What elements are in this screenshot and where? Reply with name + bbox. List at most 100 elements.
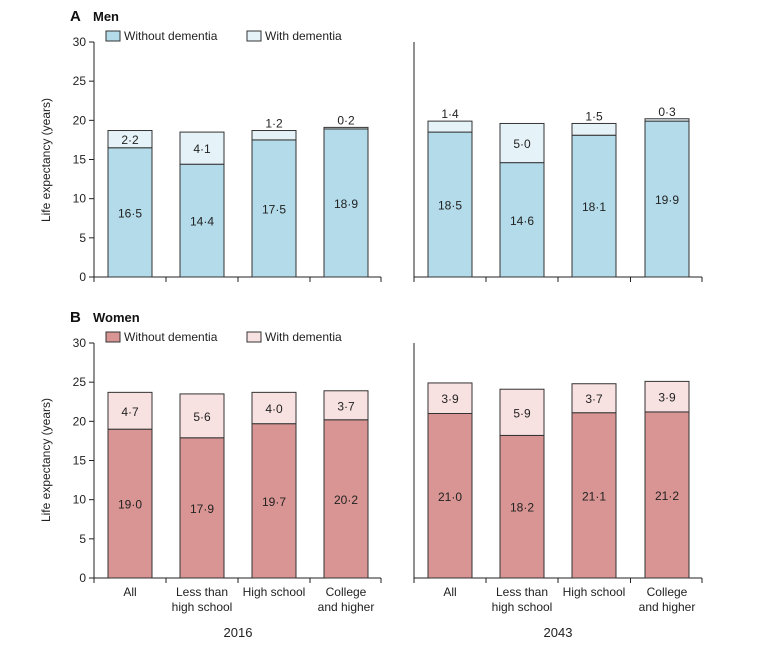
y-tick-label: 30 bbox=[73, 35, 87, 49]
bar-with-dementia bbox=[251, 391, 297, 425]
year-label-2043: 2043 bbox=[544, 625, 573, 640]
bar-without-dementia bbox=[427, 131, 473, 278]
data-label-with-dementia: 1·4 bbox=[441, 107, 459, 121]
category-label: High school bbox=[243, 585, 306, 599]
data-label-with-dementia: 5·6 bbox=[193, 410, 211, 424]
data-label-without-dementia: 19·0 bbox=[118, 498, 142, 512]
panel-a-title: Men bbox=[93, 9, 119, 24]
bar-with-dementia bbox=[644, 380, 690, 413]
y-axis-label-men: Life expectancy (years) bbox=[39, 98, 53, 222]
y-tick-label: 10 bbox=[73, 192, 87, 206]
legend-label-without-dementia: Without dementia bbox=[124, 330, 218, 344]
data-label-with-dementia: 3·7 bbox=[337, 399, 355, 413]
data-label-with-dementia: 3·9 bbox=[441, 392, 459, 406]
data-label-with-dementia: 0·2 bbox=[337, 113, 355, 127]
data-label-with-dementia: 4·0 bbox=[265, 402, 283, 416]
data-label-without-dementia: 21·1 bbox=[582, 489, 606, 503]
y-tick-label: 15 bbox=[73, 454, 87, 468]
bar-without-dementia bbox=[323, 128, 369, 278]
data-label-without-dementia: 21·0 bbox=[438, 490, 462, 504]
legend-swatch-without-dementia bbox=[105, 30, 121, 42]
data-label-without-dementia: 16·5 bbox=[118, 206, 142, 220]
bar-with-dementia bbox=[571, 122, 617, 136]
bar-without-dementia bbox=[427, 413, 473, 579]
category-label: College bbox=[647, 585, 688, 599]
data-label-with-dementia: 5·0 bbox=[513, 137, 531, 151]
y-tick-label: 0 bbox=[79, 571, 86, 585]
data-label-without-dementia: 17·9 bbox=[190, 502, 214, 516]
data-label-without-dementia: 18·9 bbox=[334, 197, 358, 211]
panel-a-letter: A bbox=[70, 8, 81, 25]
bar-without-dementia bbox=[179, 163, 225, 278]
bar-without-dementia bbox=[644, 411, 690, 579]
data-label-without-dementia: 19·7 bbox=[262, 495, 286, 509]
data-label-without-dementia: 18·5 bbox=[438, 199, 462, 213]
legend-swatch-with-dementia bbox=[246, 30, 262, 42]
panel-b-title: Women bbox=[93, 310, 140, 325]
bar-with-dementia bbox=[323, 390, 369, 421]
data-label-with-dementia: 4·7 bbox=[121, 405, 139, 419]
legend-label-without-dementia: Without dementia bbox=[124, 29, 218, 43]
data-label-with-dementia: 4·1 bbox=[193, 142, 211, 156]
bar-without-dementia bbox=[107, 428, 153, 579]
category-label: College bbox=[326, 585, 367, 599]
y-tick-label: 25 bbox=[73, 375, 87, 389]
data-label-with-dementia: 3·7 bbox=[585, 392, 603, 406]
bar-with-dementia bbox=[179, 393, 225, 439]
data-label-with-dementia: 2·2 bbox=[121, 133, 139, 147]
data-label-without-dementia: 18·1 bbox=[582, 200, 606, 214]
data-label-without-dementia: 17·5 bbox=[262, 202, 286, 216]
data-label-with-dementia: 0·3 bbox=[658, 105, 676, 119]
legend-swatch-without-dementia bbox=[105, 331, 121, 343]
category-label: and higher bbox=[318, 600, 375, 614]
data-label-without-dementia: 18·2 bbox=[510, 501, 534, 515]
panel-b-letter: B bbox=[70, 309, 81, 326]
legend-swatch-with-dementia bbox=[246, 331, 262, 343]
category-label: Less than bbox=[176, 585, 228, 599]
bar-with-dementia bbox=[107, 391, 153, 430]
data-label-with-dementia: 5·9 bbox=[513, 406, 531, 420]
bar-with-dementia bbox=[427, 120, 473, 133]
bar-with-dementia bbox=[323, 126, 369, 130]
bar-with-dementia bbox=[644, 118, 690, 122]
y-tick-label: 5 bbox=[79, 231, 86, 245]
category-label: All bbox=[443, 585, 456, 599]
bar-without-dementia bbox=[499, 434, 545, 579]
y-tick-label: 0 bbox=[79, 270, 86, 284]
bar-with-dementia bbox=[571, 383, 617, 414]
data-label-without-dementia: 20·2 bbox=[334, 493, 358, 507]
bar-without-dementia bbox=[323, 419, 369, 579]
bar-without-dementia bbox=[571, 412, 617, 579]
y-tick-label: 10 bbox=[73, 493, 87, 507]
bar-without-dementia bbox=[571, 134, 617, 278]
category-label: high school bbox=[172, 600, 233, 614]
bar-without-dementia bbox=[179, 437, 225, 579]
plot-area: 0 5 10 15 20 25 30 16·5 2·2 14·4 4·1 17·5 1·2 18·9 0·2… bbox=[73, 29, 703, 585]
data-label-without-dementia: 19·9 bbox=[655, 193, 679, 207]
bar-without-dementia bbox=[251, 423, 297, 579]
legend-label-with-dementia: With dementia bbox=[265, 330, 342, 344]
bar-with-dementia bbox=[251, 130, 297, 141]
category-label: and higher bbox=[639, 600, 696, 614]
y-tick-label: 5 bbox=[79, 532, 86, 546]
legend-label-with-dementia: With dementia bbox=[265, 29, 342, 43]
bar-without-dementia bbox=[644, 120, 690, 278]
y-tick-label: 25 bbox=[73, 74, 87, 88]
data-label-with-dementia: 3·9 bbox=[658, 391, 676, 405]
y-tick-label: 30 bbox=[73, 336, 87, 350]
y-tick-label: 20 bbox=[73, 113, 87, 127]
bar-without-dementia bbox=[107, 147, 153, 278]
data-label-without-dementia: 14·6 bbox=[510, 214, 534, 228]
bar-with-dementia bbox=[427, 382, 473, 415]
bar-without-dementia bbox=[251, 139, 297, 278]
y-tick-label: 20 bbox=[73, 414, 87, 428]
bar-with-dementia bbox=[499, 122, 545, 164]
y-axis-label-women: Life expectancy (years) bbox=[39, 398, 53, 522]
year-label-2016: 2016 bbox=[224, 625, 253, 640]
bar-without-dementia bbox=[499, 162, 545, 278]
data-label-with-dementia: 1·5 bbox=[585, 109, 603, 123]
data-label-with-dementia: 1·2 bbox=[265, 117, 283, 131]
category-label: High school bbox=[563, 585, 626, 599]
